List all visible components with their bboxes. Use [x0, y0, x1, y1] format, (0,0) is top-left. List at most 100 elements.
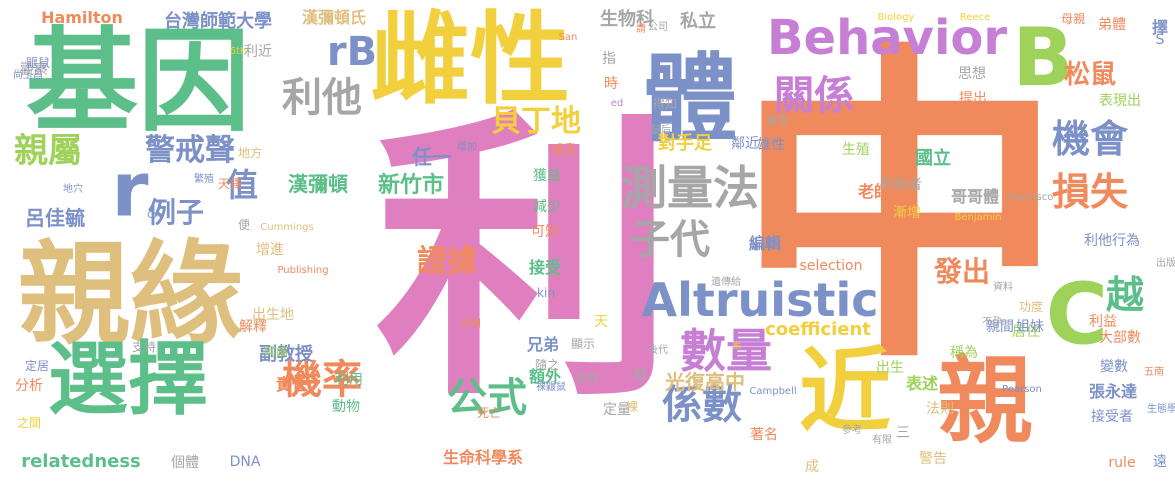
cloud-word: 貝丁地 [491, 104, 581, 139]
cloud-word: S [1155, 32, 1165, 48]
cloud-word: Reece [959, 12, 991, 23]
cloud-word: 變數 [1100, 359, 1128, 375]
cloud-word: 支持 [131, 340, 157, 354]
cloud-word: 生殖 [842, 142, 870, 158]
cloud-word: 成 [805, 459, 819, 475]
cloud-word: 出生地 [252, 307, 294, 323]
cloud-word: 發生 [765, 114, 791, 128]
cloud-word: 係數 [662, 382, 742, 428]
cloud-word: 機率 [282, 357, 362, 403]
cloud-word: 提出 [959, 91, 987, 107]
cloud-word: 接受 [528, 258, 562, 277]
cloud-word: 副教授 [259, 344, 313, 365]
cloud-word: 出生 [876, 360, 904, 376]
cloud-word: 動物 [332, 399, 360, 415]
cloud-word: 私立 [680, 11, 716, 32]
cloud-word: Pearson [1002, 384, 1042, 395]
cloud-word: 姐妹 [1016, 319, 1044, 335]
cloud-word: Hamilton [41, 8, 123, 27]
cloud-word: 新竹市 [377, 173, 445, 198]
cloud-word: 阿姨 [263, 345, 289, 359]
cloud-word: 遺傳給 [711, 277, 741, 288]
cloud-word: 哥哥體 [950, 187, 1000, 206]
cloud-word: B [1012, 11, 1074, 104]
cloud-word: 稱為 [950, 345, 978, 361]
cloud-word: 裸鼴鼠 [536, 382, 566, 393]
cloud-word: 額外 [528, 367, 562, 386]
cloud-word: 關係 [774, 73, 854, 119]
cloud-word: 擇 [1151, 18, 1169, 37]
cloud-word: 顯示 [570, 337, 596, 351]
cloud-word: selection [799, 258, 863, 274]
cloud-word: 不孕 [982, 317, 1002, 328]
cloud-word: 定居 [24, 359, 50, 373]
cloud-word: 參考 [842, 425, 862, 436]
cloud-word: 觀察 [20, 62, 48, 78]
cloud-word: 遠 [1153, 454, 1167, 470]
cloud-word: 定量 [603, 402, 631, 418]
cloud-word: 發出 [933, 255, 991, 288]
cloud-word: 警戒聲 [145, 133, 235, 168]
cloud-word: rB [326, 29, 378, 75]
cloud-word: 有限 [872, 435, 892, 446]
cloud-word: 國立 [915, 148, 951, 169]
cloud-word: 數量 [680, 324, 772, 378]
cloud-word: 光復高中 [665, 370, 745, 394]
cloud-word: 越 [1105, 273, 1145, 317]
cloud-word: 生物科 [600, 9, 654, 30]
cloud-word: 6th [229, 46, 247, 57]
cloud-word: rule [1108, 455, 1136, 471]
cloud-word: 減少 [533, 199, 561, 215]
cloud-word: 近 [798, 338, 892, 445]
cloud-word: r [111, 145, 149, 234]
cloud-word: 大部數 [1099, 330, 1141, 346]
cloud-word: 警告 [919, 451, 947, 467]
cloud-word: DNA [229, 454, 261, 470]
cloud-word: 可知 [531, 224, 559, 240]
cloud-word: 法則 [926, 401, 954, 417]
cloud-word: 接受者 [1091, 409, 1133, 425]
cloud-word: 天 [594, 314, 608, 330]
cloud-word: 漢彌頓氏 [301, 8, 367, 27]
cloud-word: 表述 [905, 374, 939, 393]
cloud-word: Publishing [277, 265, 329, 276]
cloud-word: 利用 [335, 372, 363, 388]
cloud-word: 責任 [275, 375, 309, 394]
cloud-word: 增加 [457, 142, 477, 153]
cloud-word: 測量法 [621, 161, 759, 215]
cloud-word: 漸增 [893, 205, 921, 221]
cloud-word: 親緣 [18, 230, 242, 360]
cloud-word: 利近 [244, 44, 272, 60]
cloud-word: 公式 [447, 375, 527, 421]
cloud-word: 思想 [958, 66, 986, 82]
cloud-word: 表現出 [1099, 93, 1141, 109]
cloud-word: 松鼠 [1063, 60, 1117, 90]
cloud-word: 隨之 [534, 358, 560, 372]
cloud-word: Francisco [1006, 192, 1054, 203]
cloud-word: 證據 [417, 244, 477, 279]
cloud-word: 公司 [648, 22, 668, 33]
cloud-word: 得知 [652, 97, 678, 111]
cloud-word: 利益 [1089, 314, 1117, 330]
cloud-word: Behavior [766, 10, 1008, 66]
cloud-word: 裸 [625, 400, 639, 414]
cloud-word: 尚玉昌 [13, 70, 43, 81]
cloud-word: C [1045, 265, 1109, 365]
cloud-word: 資料 [993, 282, 1013, 293]
cloud-word: 漢彌頓 [288, 172, 348, 196]
cloud-word: 子代 [630, 217, 710, 263]
cloud-word: 鼠后 [651, 125, 671, 136]
cloud-word: 基因 [26, 17, 250, 147]
cloud-word: 分析 [15, 378, 43, 394]
cloud-word: 編 [733, 341, 741, 350]
cloud-word: 老師 [857, 182, 891, 201]
cloud-word: 天擇 [217, 177, 243, 191]
cloud-word: kin [537, 286, 555, 300]
cloud-word: 地穴 [63, 184, 83, 195]
cloud-word: 生命科學系 [442, 448, 524, 467]
cloud-word: 任一 [412, 145, 452, 169]
cloud-word: 雌性 [370, 1, 570, 118]
cloud-word: 解釋 [239, 319, 267, 335]
cloud-word: 兄弟 [526, 335, 560, 354]
cloud-word: 親屬 [14, 131, 82, 171]
